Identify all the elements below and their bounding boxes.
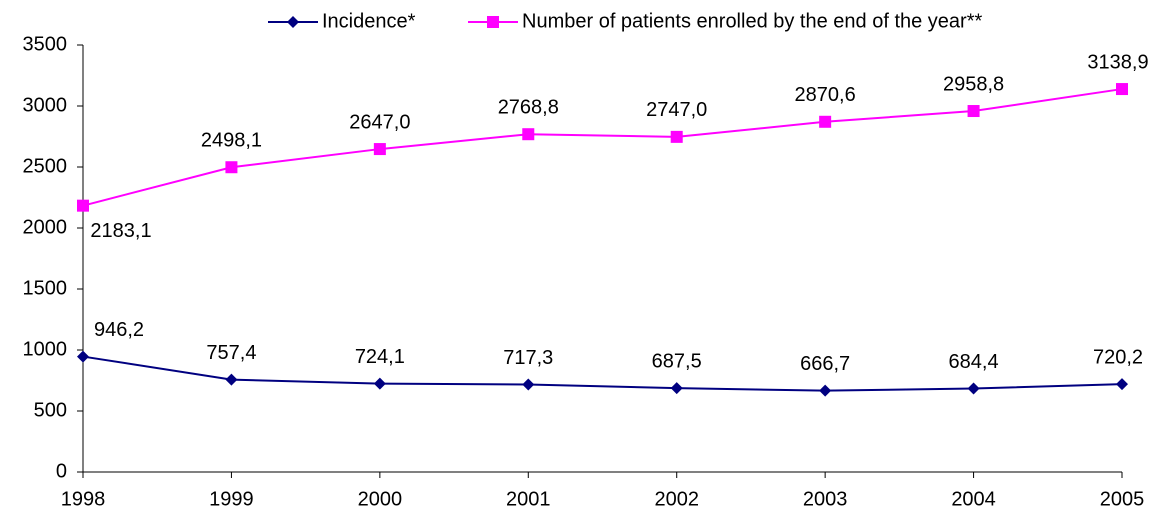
x-tick-label: 1999 <box>209 488 254 510</box>
series-line <box>82 88 1123 207</box>
data-label: 687,5 <box>652 350 702 372</box>
marker <box>225 373 238 386</box>
data-label: 757,4 <box>206 342 256 364</box>
marker <box>670 130 683 143</box>
legend-marker <box>287 16 299 28</box>
data-label: 2647,0 <box>349 111 410 133</box>
legend-label: Number of patients enrolled by the end o… <box>522 10 983 32</box>
marker <box>967 105 980 118</box>
x-tick-label: 2000 <box>358 488 403 510</box>
data-label: 2747,0 <box>646 99 707 121</box>
marker <box>819 115 832 128</box>
data-label: 2183,1 <box>90 220 151 242</box>
x-tick-label: 2002 <box>654 488 699 510</box>
marker <box>373 143 386 156</box>
legend-marker <box>487 16 499 28</box>
x-tick-label: 2004 <box>951 488 996 510</box>
marker <box>1116 83 1128 96</box>
data-label: 724,1 <box>355 346 405 368</box>
data-label: 946,2 <box>94 319 144 341</box>
y-tick-label: 3000 <box>23 94 68 116</box>
data-label: 666,7 <box>800 353 850 375</box>
data-label: 684,4 <box>949 351 999 373</box>
marker <box>522 128 535 141</box>
data-label: 2768,8 <box>498 96 559 118</box>
x-tick-label: 2001 <box>506 488 551 510</box>
data-label: 3138,9 <box>1087 51 1148 73</box>
marker <box>670 382 683 395</box>
y-tick-label: 500 <box>34 399 67 421</box>
data-label: 720,2 <box>1093 346 1143 368</box>
marker <box>225 161 238 174</box>
data-label: 2498,1 <box>201 130 262 152</box>
x-tick-label: 2005 <box>1100 488 1145 510</box>
x-tick-label: 1998 <box>61 488 106 510</box>
series-line <box>82 355 1123 392</box>
data-label: 2958,8 <box>943 73 1004 95</box>
marker <box>522 378 535 391</box>
marker <box>77 350 89 363</box>
marker <box>373 377 386 390</box>
marker <box>967 382 980 395</box>
y-tick-label: 2500 <box>23 155 68 177</box>
y-tick-label: 2000 <box>23 216 68 238</box>
y-tick-label: 1000 <box>23 338 68 360</box>
x-tick-label: 2003 <box>803 488 848 510</box>
marker <box>1116 378 1128 391</box>
marker <box>77 199 89 212</box>
legend-label: Incidence* <box>322 10 416 32</box>
data-label: 2870,6 <box>795 84 856 106</box>
y-tick-label: 1500 <box>23 277 68 299</box>
marker <box>819 384 832 397</box>
y-tick-label: 0 <box>56 460 67 482</box>
y-tick-label: 3500 <box>23 33 68 55</box>
data-label: 717,3 <box>503 347 553 369</box>
